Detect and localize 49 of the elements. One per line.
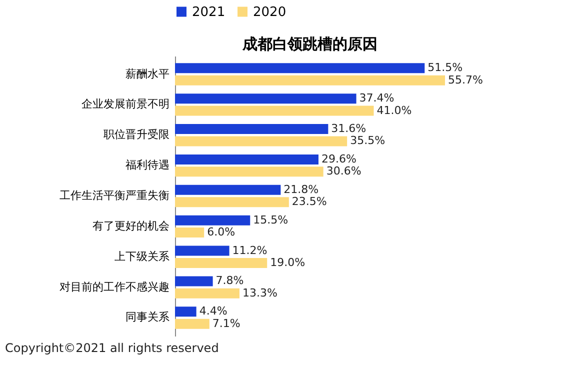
bar: [175, 63, 425, 74]
bar: [175, 288, 240, 298]
legend-label: 2021: [192, 4, 226, 20]
bar: [175, 154, 318, 164]
legend-label: 2020: [253, 4, 286, 20]
y-tick-label: 有了更好的机会: [92, 219, 170, 232]
data-label: 21.8%: [284, 182, 319, 196]
y-tick-label: 薪酬水平: [126, 67, 170, 80]
bar: [175, 124, 328, 134]
data-label: 23.5%: [292, 195, 327, 208]
data-label: 15.5%: [253, 213, 288, 226]
data-label: 51.5%: [428, 61, 463, 74]
data-label: 11.2%: [232, 244, 268, 257]
chart-title: 成都白领跳槽的原因: [242, 35, 378, 53]
y-tick-label: 对目前的工作不感兴趣: [60, 280, 170, 294]
bar: [175, 258, 268, 268]
data-label: 41.0%: [376, 104, 412, 117]
data-label: 13.3%: [242, 286, 278, 300]
y-tick-label: 上下级关系: [114, 250, 170, 263]
data-label: 6.0%: [207, 226, 236, 239]
bar: [175, 215, 250, 226]
bar: [175, 306, 196, 317]
data-label: 37.4%: [359, 92, 394, 105]
data-label: 55.7%: [448, 73, 483, 86]
data-label: 7.1%: [212, 316, 240, 330]
data-label: 29.6%: [321, 152, 356, 166]
data-label: 7.8%: [216, 274, 244, 288]
bar: [175, 197, 289, 208]
y-tick-label: 同事关系: [126, 310, 170, 324]
data-label: 30.6%: [326, 164, 362, 178]
y-tick-label: 福利待遇: [126, 158, 170, 172]
bar: [175, 166, 324, 177]
bar: [175, 136, 348, 146]
bar: [175, 318, 210, 329]
data-label: 35.5%: [350, 134, 386, 148]
bar: [175, 246, 230, 256]
y-tick-label: 工作生活平衡严重失衡: [60, 189, 170, 202]
bar: [175, 106, 374, 116]
bar: [175, 94, 356, 104]
bar: [175, 75, 445, 86]
bar: [175, 276, 213, 286]
y-tick-label: 企业发展前景不明: [82, 98, 170, 111]
text: Copyright©2021 all rights reserved: [5, 341, 219, 355]
bar: [175, 184, 281, 195]
data-label: 31.6%: [331, 122, 366, 136]
data-label: 19.0%: [270, 256, 306, 269]
y-tick-label: 职位晋升受限: [104, 128, 170, 142]
bar: [175, 228, 204, 238]
data-label: 4.4%: [199, 304, 228, 318]
